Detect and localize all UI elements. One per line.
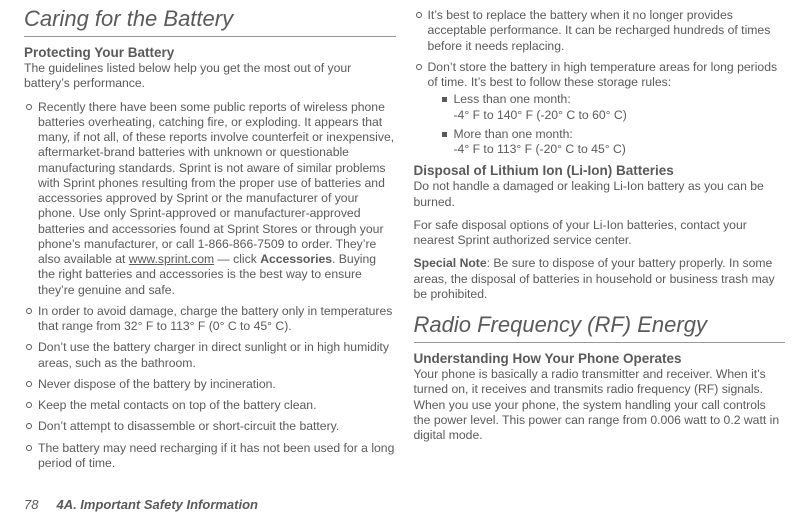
sub-item: Less than one month: -4° F to 140° F (-2… [442, 92, 786, 123]
columns: Caring for the Battery Protecting Your B… [24, 6, 785, 477]
sub-line2: -4° F to 113° F (-20° C to 45° C) [454, 142, 626, 156]
sub-line2: -4° F to 140° F (-20° C to 60° C) [454, 108, 627, 122]
right-column: It’s best to replace the battery when it… [414, 6, 786, 477]
sub-line1: More than one month: [454, 127, 573, 141]
section-title-rf: Radio Frequency (RF) Energy [414, 312, 786, 338]
subhead-protecting: Protecting Your Battery [24, 45, 396, 60]
subhead-disposal: Disposal of Lithium Ion (Li-Ion) Batteri… [414, 163, 786, 178]
bullet-item: Keep the metal contacts on top of the ba… [24, 398, 396, 413]
divider [414, 342, 786, 343]
bullet-text-mid: — click [214, 252, 260, 266]
link-sprint[interactable]: www.sprint.com [129, 252, 214, 266]
footer-title: 4A. Important Safety Information [56, 497, 258, 512]
bullet-text: Don’t store the battery in high temperat… [428, 60, 778, 89]
page-number: 78 [24, 497, 38, 512]
bullet-item: In order to avoid damage, charge the bat… [24, 304, 396, 335]
bullet-text-pre: Recently there have been some public rep… [38, 100, 394, 267]
storage-sublist: Less than one month: -4° F to 140° F (-2… [442, 92, 786, 157]
note-label: Special Note [414, 256, 487, 270]
rf-para: Your phone is basically a radio transmit… [414, 367, 786, 443]
divider [24, 36, 396, 37]
bullet-item: The battery may need recharging if it ha… [24, 441, 396, 472]
sub-line1: Less than one month: [454, 92, 571, 106]
battery-bullet-list: Recently there have been some public rep… [24, 100, 396, 472]
page: Caring for the Battery Protecting Your B… [0, 0, 805, 522]
subhead-rf: Understanding How Your Phone Operates [414, 351, 786, 366]
bullet-item: Never dispose of the battery by incinera… [24, 377, 396, 392]
left-column: Caring for the Battery Protecting Your B… [24, 6, 396, 477]
disposal-p1: Do not handle a damaged or leaking Li-Io… [414, 179, 786, 210]
bullet-item: It’s best to replace the battery when it… [414, 8, 786, 54]
sub-item: More than one month: -4° F to 113° F (-2… [442, 127, 786, 158]
bullet-item: Don’t attempt to disassemble or short-ci… [24, 419, 396, 434]
disposal-p2: For safe disposal options of your Li-Ion… [414, 218, 786, 249]
bullet-item: Recently there have been some public rep… [24, 100, 396, 298]
bold-accessories: Accessories [260, 252, 332, 266]
intro-para: The guidelines listed below help you get… [24, 61, 396, 92]
special-note: Special Note: Be sure to dispose of your… [414, 256, 786, 302]
battery-bullet-list-cont: It’s best to replace the battery when it… [414, 8, 786, 157]
bullet-item: Don’t use the battery charger in direct … [24, 340, 396, 371]
section-title-battery: Caring for the Battery [24, 6, 396, 32]
footer: 78 4A. Important Safety Information [24, 497, 258, 512]
bullet-item: Don’t store the battery in high temperat… [414, 60, 786, 158]
